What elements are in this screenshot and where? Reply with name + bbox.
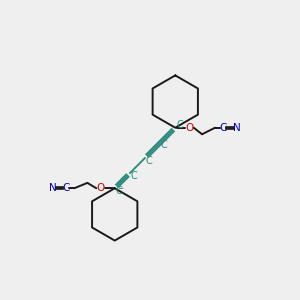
Text: O: O — [96, 183, 105, 193]
Text: C: C — [115, 186, 122, 196]
Text: C: C — [177, 120, 183, 130]
Text: N: N — [232, 123, 240, 133]
Text: C: C — [116, 181, 123, 191]
Text: O: O — [185, 123, 194, 133]
Text: C: C — [62, 183, 70, 193]
Text: N: N — [49, 183, 57, 193]
Text: C: C — [146, 156, 152, 166]
Text: C: C — [130, 171, 137, 181]
Text: C: C — [220, 123, 227, 133]
Text: C: C — [160, 140, 167, 150]
